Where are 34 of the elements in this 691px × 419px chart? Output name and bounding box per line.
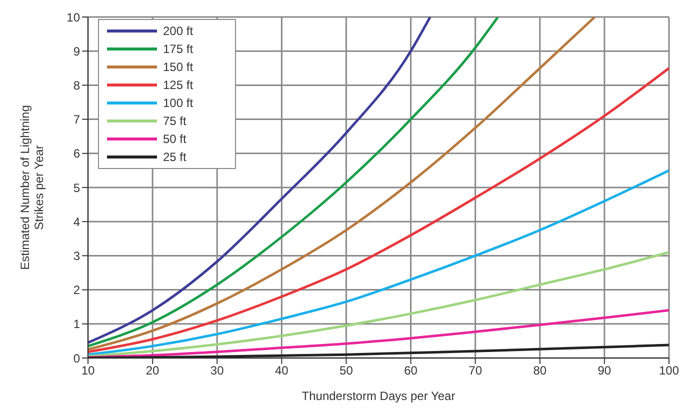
legend-label: 200 ft xyxy=(163,24,194,38)
x-tick-label: 90 xyxy=(598,364,612,378)
x-tick-label: 20 xyxy=(146,364,160,378)
x-tick-label: 80 xyxy=(533,364,547,378)
legend-label: 25 ft xyxy=(163,150,186,164)
y-axis-title: Estimated Number of Lightning Strikes per Year xyxy=(18,105,46,270)
x-tick-label: 40 xyxy=(274,364,289,378)
x-axis-title: Thunderstorm Days per Year xyxy=(302,389,456,403)
y-tick-label: 4 xyxy=(73,214,80,229)
x-tick-label: 60 xyxy=(404,364,418,378)
x-tick-label: 100 xyxy=(658,364,680,378)
y-tick-label: 9 xyxy=(73,44,80,58)
legend-label: 125 ft xyxy=(163,78,194,92)
y-tick-label: 7 xyxy=(73,112,80,127)
legend-label: 75 ft xyxy=(163,114,186,128)
y-tick-label: 3 xyxy=(73,248,80,263)
y-tick-label: 1 xyxy=(73,317,80,332)
y-tick-label: 0 xyxy=(73,351,80,366)
y-tick-label: 8 xyxy=(73,78,80,92)
line-series xyxy=(88,17,500,348)
legend-label: 100 ft xyxy=(163,96,194,110)
line-series xyxy=(88,17,432,344)
line-series xyxy=(88,169,669,356)
y-tick-label: 5 xyxy=(73,180,80,195)
legend-label: 150 ft xyxy=(163,60,194,74)
y-tick-label: 10 xyxy=(66,10,80,24)
legend-label: 50 ft xyxy=(163,132,186,146)
x-tick-label: 70 xyxy=(468,364,482,378)
y-tick-label: 2 xyxy=(73,283,80,298)
x-tick-label: 50 xyxy=(340,364,354,378)
legend-label: 175 ft xyxy=(163,42,194,56)
x-tick-label: 30 xyxy=(210,364,224,378)
line-series xyxy=(88,17,596,351)
y-tick-label: 6 xyxy=(73,146,80,161)
